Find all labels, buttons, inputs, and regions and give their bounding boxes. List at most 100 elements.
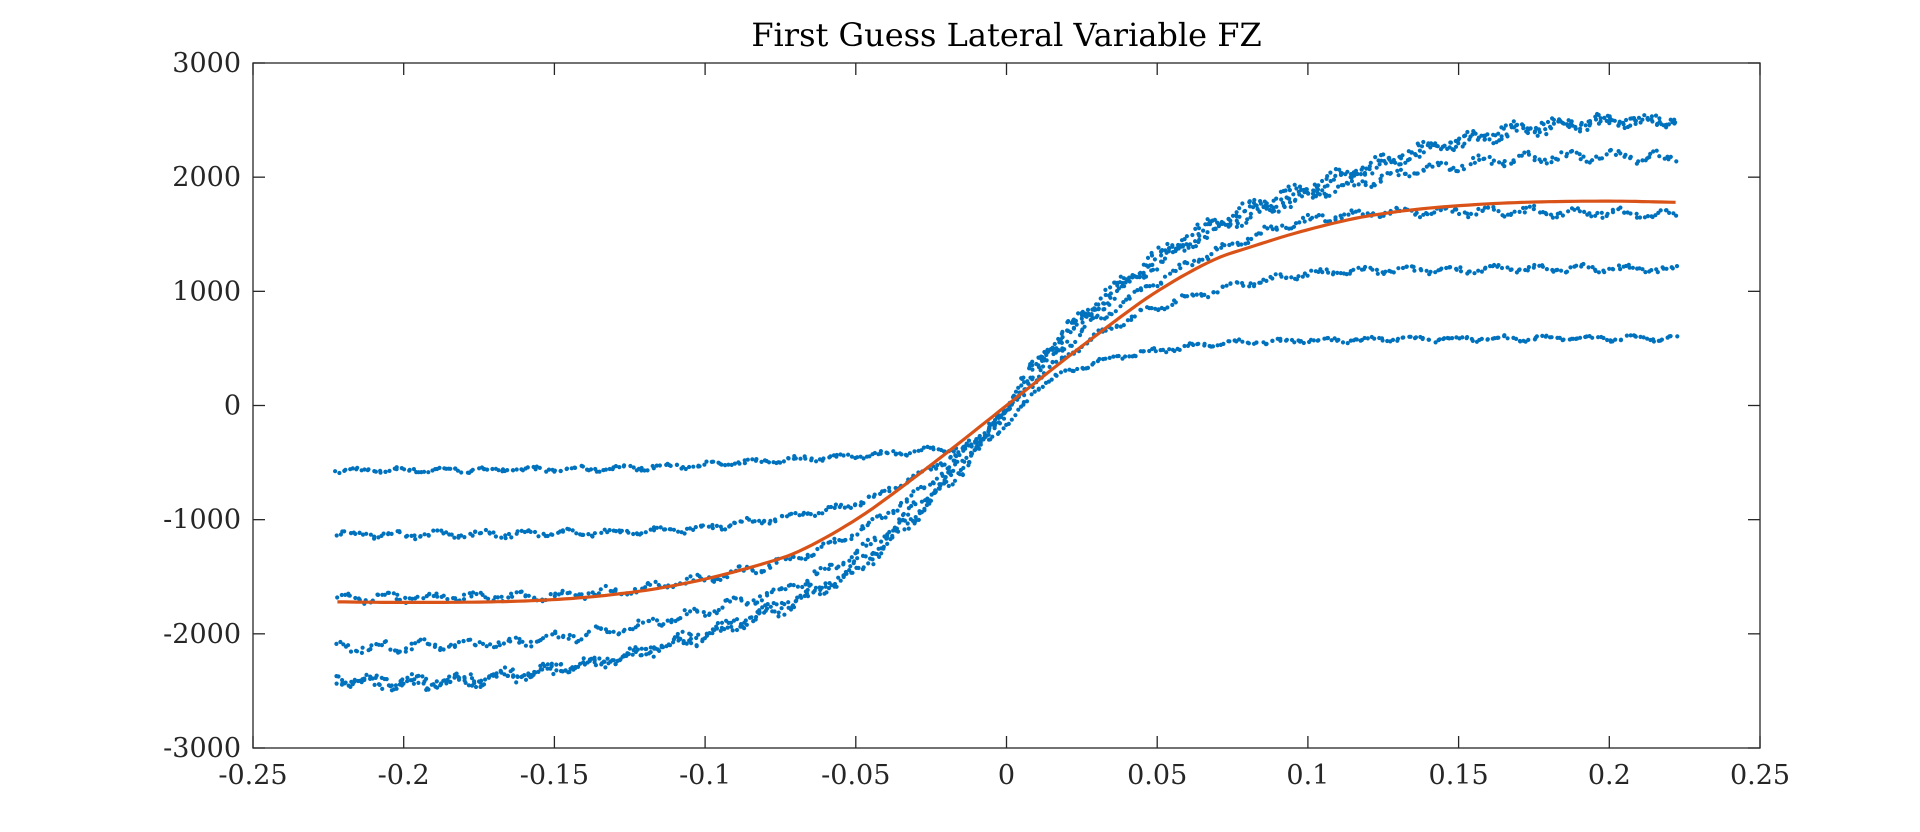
x-tick-label: 0.1	[1286, 760, 1329, 791]
data-point	[635, 623, 641, 628]
data-point	[691, 527, 696, 533]
data-point	[1383, 269, 1388, 274]
data-point	[1457, 211, 1462, 217]
data-point	[364, 672, 369, 678]
data-point	[1243, 208, 1248, 214]
data-point	[479, 678, 484, 683]
data-point	[1651, 337, 1656, 342]
data-point	[1091, 360, 1096, 366]
data-point	[457, 675, 462, 680]
data-point	[706, 524, 712, 529]
data-point	[1074, 322, 1079, 327]
data-point	[1421, 139, 1426, 145]
data-point	[1599, 156, 1605, 161]
data-point	[726, 462, 731, 467]
data-point	[1240, 201, 1245, 206]
data-point	[1112, 280, 1117, 285]
data-point	[528, 529, 533, 535]
data-point	[1476, 153, 1481, 158]
data-point	[459, 470, 464, 475]
data-point	[1587, 211, 1592, 216]
data-point	[1270, 276, 1275, 281]
data-point	[1248, 281, 1253, 286]
data-point	[1239, 223, 1244, 228]
data-point	[1403, 171, 1408, 176]
data-point	[1209, 252, 1214, 257]
data-point	[472, 681, 477, 686]
data-point	[1642, 113, 1647, 118]
data-point	[1362, 172, 1368, 177]
data-point	[1316, 183, 1321, 188]
data-point	[808, 511, 813, 517]
data-point	[1486, 205, 1491, 210]
data-point	[342, 529, 347, 534]
data-point	[1212, 217, 1217, 222]
y-tick-label: -2000	[163, 619, 241, 650]
data-point	[867, 454, 872, 459]
data-point	[342, 681, 347, 686]
data-point	[1559, 268, 1564, 273]
data-point	[569, 666, 574, 671]
data-point	[421, 596, 426, 601]
data-point	[1265, 204, 1270, 209]
data-point	[1394, 206, 1399, 211]
data-point	[619, 528, 625, 533]
data-point	[461, 597, 467, 602]
data-point	[1412, 268, 1417, 273]
data-point	[1113, 309, 1118, 314]
data-point	[730, 628, 735, 633]
data-point	[915, 486, 920, 491]
data-point	[514, 467, 519, 472]
data-point	[603, 665, 608, 670]
data-point	[1279, 197, 1284, 202]
data-point	[1385, 338, 1390, 344]
data-point	[1653, 213, 1658, 218]
data-point	[1356, 182, 1361, 187]
data-point	[1379, 173, 1384, 178]
data-point	[1428, 269, 1433, 274]
data-point	[1574, 263, 1579, 268]
data-point	[394, 597, 399, 602]
data-point	[502, 665, 508, 670]
data-point	[480, 592, 485, 598]
data-point	[774, 560, 779, 565]
data-point	[622, 627, 627, 633]
data-point	[765, 602, 770, 607]
data-point	[1539, 159, 1544, 164]
data-point	[1191, 293, 1196, 298]
data-point	[782, 612, 787, 617]
data-point	[1151, 267, 1156, 272]
data-point	[1640, 267, 1645, 272]
data-point	[987, 426, 992, 431]
data-point	[716, 607, 721, 613]
data-point	[487, 674, 492, 679]
data-point	[913, 515, 918, 520]
data-point	[1077, 333, 1083, 338]
data-point	[1667, 210, 1672, 215]
data-point	[1509, 125, 1514, 130]
data-point	[427, 592, 432, 597]
data-point	[779, 586, 784, 591]
data-point	[1013, 413, 1018, 418]
data-point	[1551, 121, 1556, 126]
data-point	[879, 515, 885, 521]
data-point	[1641, 335, 1646, 340]
data-point	[836, 564, 841, 569]
data-point	[1479, 336, 1484, 341]
data-point	[1604, 213, 1609, 219]
data-point	[1525, 126, 1530, 131]
data-point	[1302, 219, 1307, 224]
data-point	[561, 633, 566, 638]
data-point	[1172, 348, 1177, 354]
data-point	[694, 635, 699, 641]
data-point	[935, 463, 940, 468]
data-point	[566, 670, 571, 675]
data-point	[1333, 167, 1338, 172]
data-point	[448, 679, 453, 684]
data-point	[1107, 355, 1112, 360]
data-point	[588, 467, 594, 472]
data-point	[1465, 129, 1470, 135]
data-point	[1283, 188, 1288, 193]
data-point	[676, 638, 681, 643]
data-point	[1063, 368, 1068, 373]
